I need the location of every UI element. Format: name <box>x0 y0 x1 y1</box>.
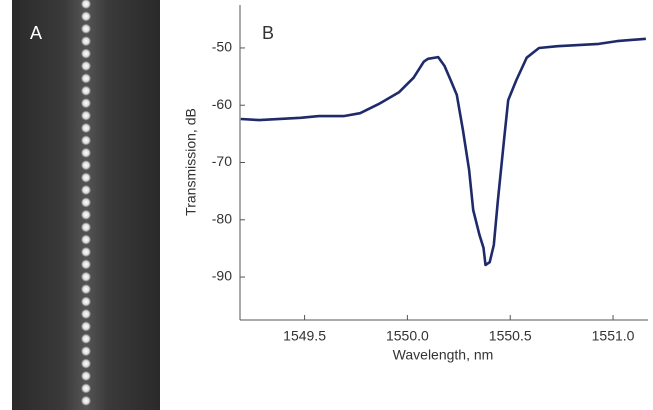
dot <box>81 222 91 233</box>
x-tick-label: 1549.5 <box>283 328 326 344</box>
x-tick-label: 1550.0 <box>386 328 429 344</box>
dot <box>81 147 91 158</box>
x-tick-label: 1550.5 <box>489 328 532 344</box>
dot <box>81 123 91 133</box>
dot <box>81 296 91 307</box>
dot <box>81 172 91 183</box>
dot <box>81 98 91 109</box>
dot <box>81 185 91 195</box>
dot <box>81 73 91 84</box>
x-tick-label: 1551.0 <box>592 328 635 344</box>
panel-label: B <box>262 23 274 43</box>
dot <box>81 61 91 71</box>
dot <box>81 371 91 381</box>
micrograph-dots <box>81 0 91 406</box>
dot <box>81 197 91 208</box>
dot <box>81 395 91 406</box>
dot <box>81 346 91 357</box>
dot <box>81 321 91 332</box>
dot <box>81 85 91 96</box>
y-axis-label: Transmission, dB <box>183 108 199 216</box>
y-tick-label: -90 <box>212 268 232 284</box>
dot <box>81 36 91 47</box>
y-tick-label: -80 <box>212 210 232 226</box>
dot <box>81 48 91 59</box>
y-tick-label: -70 <box>212 153 232 169</box>
y-tick-label: -60 <box>212 96 232 112</box>
dot <box>81 284 91 295</box>
y-tick-label: -50 <box>212 39 232 55</box>
dot <box>81 358 91 369</box>
dot <box>81 333 91 344</box>
dot <box>81 23 91 34</box>
dot <box>81 160 91 171</box>
dot <box>81 259 91 270</box>
dot <box>81 234 91 245</box>
dot <box>81 209 91 220</box>
dot <box>81 247 91 257</box>
dot <box>81 11 91 22</box>
line-series <box>240 37 647 267</box>
dot <box>81 135 91 146</box>
dot <box>81 383 91 394</box>
x-axis-label: Wavelength, nm <box>393 347 494 363</box>
panel-label: A <box>30 23 42 43</box>
dot <box>81 0 91 9</box>
dot <box>81 309 91 319</box>
dot <box>81 271 91 282</box>
dot <box>81 110 91 121</box>
